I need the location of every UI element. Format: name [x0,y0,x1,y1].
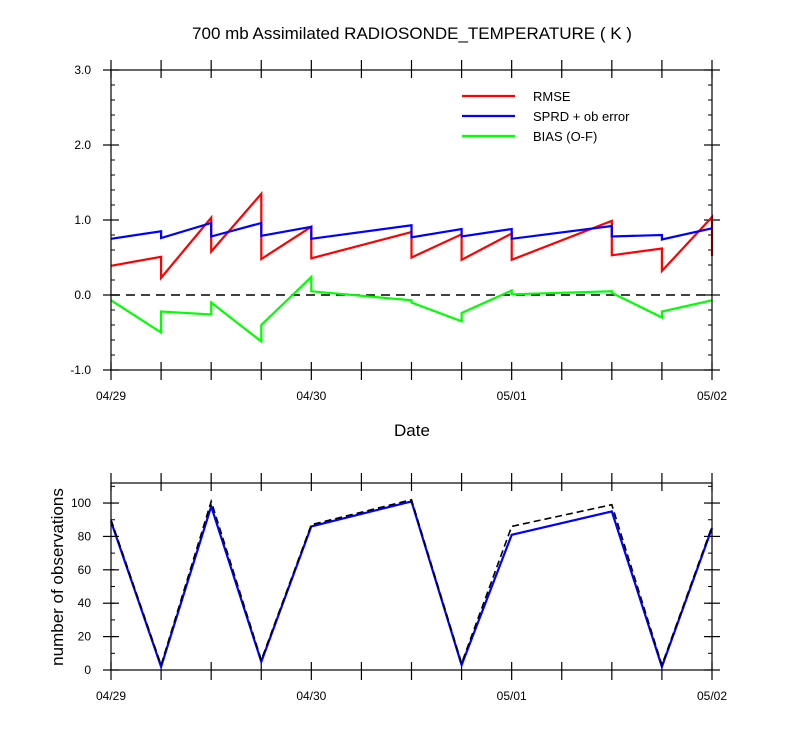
y-tick-label: 0 [84,663,91,677]
bottom-y-tick-labels: 0 20 40 60 80 100 [71,496,91,677]
legend-label-rmse: RMSE [533,89,571,104]
x-tick-label: 04/29 [96,689,126,703]
legend: RMSE SPRD + ob error BIAS (O-F) [462,89,630,144]
y-tick-label: 100 [71,496,91,510]
top-panel-series [110,190,714,344]
bottom-panel-frame [110,482,713,671]
y-tick-label: 3.0 [74,63,91,77]
x-tick-label: 04/30 [296,389,326,403]
y-tick-label: 80 [78,529,92,543]
y-tick-label: 40 [78,596,92,610]
y-tick-label: 0.0 [74,288,91,302]
x-tick-label: 04/29 [96,389,126,403]
y-tick-label: 1.0 [74,213,91,227]
legend-label-bias-o-f: BIAS (O-F) [533,129,597,144]
y-tick-label: 60 [78,563,92,577]
series-line-sprd-ob-error [110,221,713,241]
top-panel-frame [110,69,713,371]
y-tick-label: 2.0 [74,138,91,152]
bottom-panel-series [109,498,714,671]
x-tick-label: 04/30 [296,689,326,703]
y-tick-label: -1.0 [70,363,91,377]
top-x-tick-labels: 04/29 04/30 05/01 05/02 [96,389,727,403]
series-line-bias-o-f [110,274,713,344]
x-tick-label: 05/02 [697,389,727,403]
x-tick-label: 05/02 [697,689,727,703]
top-panel-ticks [103,60,720,380]
top-y-tick-labels: -1.0 0.0 1.0 2.0 3.0 [70,63,91,377]
chart-title: 700 mb Assimilated RADIOSONDE_TEMPERATUR… [192,24,632,43]
x-tick-label: 05/01 [497,689,527,703]
x-tick-label: 05/01 [497,389,527,403]
bottom-x-tick-labels: 04/29 04/30 05/01 05/02 [96,689,727,703]
series-line-solid [109,500,714,671]
x-axis-title: Date [394,421,430,440]
series-line-dashed [110,498,713,668]
y-axis-title-observations: number of observations [48,488,67,666]
y-tick-label: 20 [78,630,92,644]
legend-label-sprd-ob-error: SPRD + ob error [533,109,630,124]
